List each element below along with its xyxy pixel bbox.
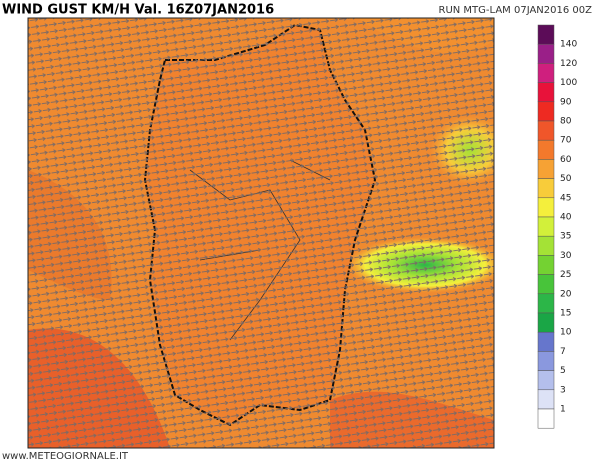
- scale-box: [537, 216, 555, 237]
- scale-box: [537, 197, 555, 218]
- scale-box: [537, 24, 555, 45]
- scale-label: 140: [560, 40, 577, 50]
- map-title: WIND GUST KM/H Val. 16Z07JAN2016: [2, 3, 274, 18]
- scale-label: 30: [560, 251, 572, 261]
- scale-box: [537, 370, 555, 391]
- scale-box: [537, 408, 555, 429]
- scale-label: 5: [560, 366, 566, 376]
- scale-label: 1: [560, 405, 566, 415]
- scale-box: [537, 139, 555, 160]
- scale-box: [537, 82, 555, 103]
- scale-box: [537, 120, 555, 141]
- scale-label: 3: [560, 385, 566, 395]
- scale-label: 20: [560, 289, 572, 299]
- scale-label: 45: [560, 193, 571, 203]
- scale-label: 100: [560, 78, 577, 88]
- scale-label: 60: [560, 155, 572, 165]
- scale-box: [537, 43, 555, 64]
- scale-box: [537, 159, 555, 179]
- scale-box: [537, 63, 555, 83]
- scale-label: 120: [560, 59, 577, 69]
- scale-box: [537, 101, 555, 122]
- source-label: www.METEOGIORNALE.IT: [2, 451, 129, 462]
- scale-box: [537, 331, 555, 352]
- scale-label: 80: [560, 117, 572, 127]
- scale-box: [537, 293, 555, 314]
- run-label: RUN MTG-LAM 07JAN2016 00Z: [439, 5, 593, 16]
- scale-label: 15: [560, 309, 571, 319]
- scale-box: [537, 389, 555, 410]
- scale-label: 35: [560, 232, 571, 242]
- scale-label: 25: [560, 270, 571, 280]
- scale-label: 90: [560, 97, 572, 107]
- scale-box: [537, 312, 555, 333]
- scale-label: 70: [560, 136, 572, 146]
- color-scale: 140 120 100 90 80 70 60 50 45 40 35 30 25 20 15 10 7 5 3 1: [537, 24, 577, 429]
- scale-box: [537, 178, 555, 199]
- scale-label: 7: [560, 347, 566, 357]
- scale-box: [537, 351, 555, 371]
- scale-box: [537, 255, 555, 275]
- scale-box: [537, 235, 555, 256]
- scale-label: 50: [560, 174, 572, 184]
- map: [28, 18, 494, 448]
- scale-box: [537, 274, 555, 295]
- scale-label: 40: [560, 213, 572, 223]
- scale-label: 10: [560, 328, 572, 338]
